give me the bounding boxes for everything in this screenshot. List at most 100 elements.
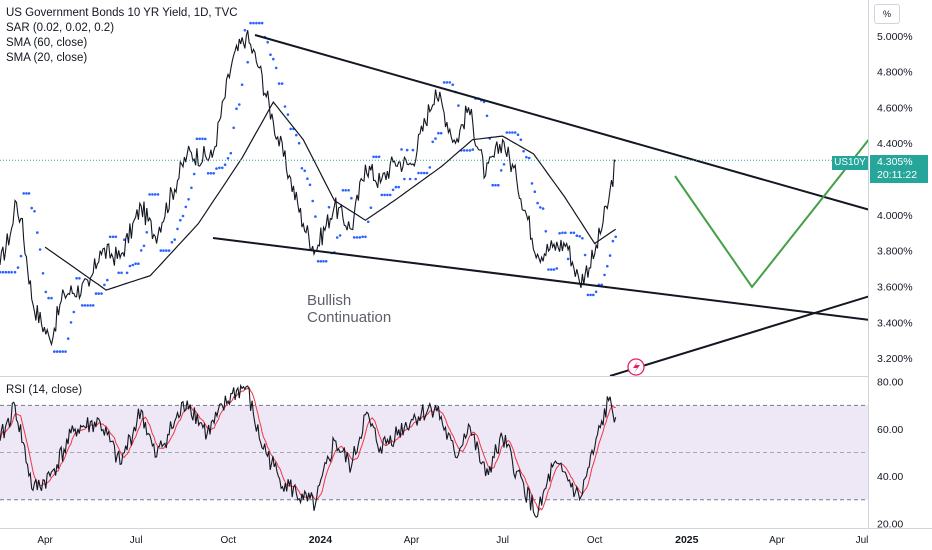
sar-dot bbox=[575, 234, 579, 237]
sar-dot bbox=[606, 264, 609, 268]
sar-dot bbox=[511, 131, 514, 134]
upper-trendline[interactable] bbox=[254, 34, 870, 211]
projection-path[interactable] bbox=[674, 138, 870, 289]
sar-dot bbox=[114, 235, 118, 239]
price-axis-label: 4.400% bbox=[877, 138, 913, 150]
time-axis-label: 2024 bbox=[309, 534, 333, 546]
legend-sar[interactable]: SAR (0.02, 0.02, 0.2) bbox=[6, 22, 115, 34]
sar-dot bbox=[338, 234, 342, 237]
sar-dot bbox=[170, 240, 174, 244]
sar-dot bbox=[286, 113, 290, 116]
sar-dot bbox=[391, 188, 395, 192]
sar-dot bbox=[425, 171, 429, 175]
sar-dot bbox=[100, 292, 103, 295]
sar-dot bbox=[108, 235, 112, 239]
rsi-line bbox=[0, 383, 617, 518]
sar-dot bbox=[494, 183, 497, 187]
sar-dot bbox=[408, 177, 412, 181]
last-price-tag: 4.305% 20:11:22 bbox=[870, 155, 928, 183]
sar-dot bbox=[33, 210, 36, 213]
sar-dot bbox=[303, 169, 307, 173]
sar-dot bbox=[125, 271, 129, 275]
sar-dot bbox=[94, 292, 98, 295]
percent-scale-button[interactable]: % bbox=[874, 4, 900, 24]
sar-dot bbox=[314, 215, 317, 218]
sar-dot bbox=[525, 155, 528, 159]
sar-dot bbox=[614, 235, 617, 239]
sar-dot bbox=[592, 293, 595, 297]
sar-dot bbox=[550, 268, 553, 271]
sar-dot bbox=[513, 131, 517, 134]
sar-dot bbox=[300, 167, 304, 170]
rising-trendline[interactable] bbox=[609, 295, 870, 376]
time-axis[interactable]: Apr Jul Oct 2024 Apr Jul Oct 2025 Apr Jul bbox=[37, 534, 868, 546]
sar-dot bbox=[10, 270, 13, 274]
legend-sma20[interactable]: SMA (20, close) bbox=[6, 52, 88, 64]
sar-dot bbox=[229, 151, 233, 155]
text-annotation[interactable]: Bullish Continuation bbox=[307, 292, 391, 326]
time-axis-label: 2025 bbox=[675, 534, 699, 546]
sar-dot bbox=[226, 157, 230, 160]
legend-rsi[interactable]: RSI (14, close) bbox=[6, 384, 83, 396]
sar-dot bbox=[369, 206, 373, 209]
sar-dot bbox=[283, 105, 287, 108]
sar-dot bbox=[215, 167, 218, 170]
price-series-line bbox=[0, 30, 617, 347]
sar-dot bbox=[13, 270, 17, 274]
sar-dot bbox=[361, 235, 364, 239]
parabolic-sar-series bbox=[0, 21, 617, 353]
rsi-legend[interactable]: RSI (14, close) bbox=[6, 383, 82, 398]
price-axis-label: 3.200% bbox=[877, 353, 913, 365]
sar-dot bbox=[350, 196, 353, 200]
price-axis-label: 4.600% bbox=[877, 102, 913, 114]
sar-dot bbox=[243, 28, 247, 32]
sar-dot bbox=[431, 140, 435, 144]
sar-dot bbox=[4, 270, 8, 274]
sar-dot bbox=[184, 205, 188, 209]
sar-dot bbox=[564, 231, 567, 235]
sar-dot bbox=[583, 253, 587, 257]
sar-dot bbox=[97, 292, 100, 295]
lower-trendline[interactable] bbox=[212, 237, 870, 321]
time-axis-label: Apr bbox=[769, 535, 785, 546]
price-axis[interactable]: 5.000%4.800%4.600%4.400%4.200%4.000%3.80… bbox=[877, 31, 913, 365]
sar-dot bbox=[603, 273, 606, 277]
rsi-axis-label: 80.00 bbox=[877, 377, 903, 389]
sar-dot bbox=[522, 149, 525, 153]
sar-dot bbox=[400, 148, 403, 151]
legend-sma60[interactable]: SMA (60, close) bbox=[6, 37, 88, 49]
rsi-axis[interactable]: 80.00 60.00 40.00 20.00 bbox=[877, 377, 903, 531]
sar-dot bbox=[586, 293, 590, 297]
sar-dot bbox=[69, 321, 73, 324]
sar-dot bbox=[53, 350, 56, 353]
lightning-alert-icon[interactable] bbox=[627, 358, 645, 376]
sar-dot bbox=[36, 231, 39, 234]
sar-dot bbox=[204, 137, 207, 141]
sar-dot bbox=[137, 262, 140, 266]
sar-dot bbox=[434, 137, 437, 140]
sar-dot bbox=[465, 149, 469, 152]
sar-dot bbox=[131, 263, 135, 267]
sar-dot bbox=[252, 21, 255, 25]
sar-dot bbox=[64, 350, 67, 353]
sar-dot bbox=[552, 268, 556, 271]
sar-dot bbox=[471, 148, 475, 151]
rsi-axis-label: 60.00 bbox=[877, 424, 903, 436]
sar-dot bbox=[246, 60, 249, 64]
sar-dot bbox=[366, 220, 370, 224]
sar-dot bbox=[209, 172, 213, 175]
sar-dot bbox=[145, 231, 149, 234]
sar-dot bbox=[569, 231, 573, 235]
sar-dot bbox=[0, 270, 2, 274]
last-price-value: 4.305% bbox=[877, 156, 913, 168]
sar-dot bbox=[80, 304, 84, 307]
sar-dot bbox=[414, 177, 418, 181]
price-axis-label: 4.000% bbox=[877, 210, 913, 222]
time-axis-label: Apr bbox=[404, 535, 420, 546]
sar-dot bbox=[89, 304, 92, 307]
sar-dot bbox=[151, 193, 154, 196]
sar-dot bbox=[536, 201, 539, 205]
sar-dot bbox=[578, 235, 581, 238]
sar-dot bbox=[508, 131, 511, 134]
